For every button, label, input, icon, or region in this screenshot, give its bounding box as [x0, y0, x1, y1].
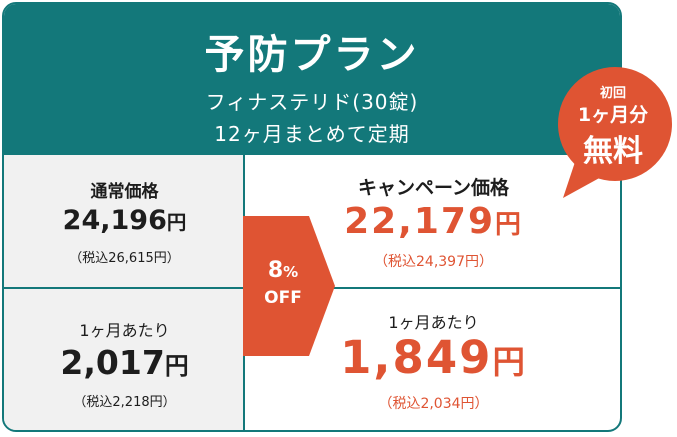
campaign-price-tax: （税込24,397円） [374, 254, 493, 270]
discount-percent: 8% [253, 258, 313, 283]
regular-price-tax: （税込26,615円） [69, 251, 180, 266]
regular-monthly-yen: 円 [164, 352, 189, 380]
campaign-monthly-label: 1ヶ月あたり [388, 313, 479, 332]
plan-header: 予防プラン フィナステリド(30錠) 12ヶ月まとめて定期 [4, 4, 620, 155]
regular-price: 24,196円 [4, 205, 245, 236]
campaign-price: 22,179円 [247, 201, 620, 242]
regular-monthly-cell: 1ヶ月あたり 2,017円 （税込2,218円） [4, 289, 245, 430]
regular-price-column [4, 155, 245, 430]
campaign-monthly-cell: 1ヶ月あたり 1,849円 （税込2,034円） [247, 289, 620, 430]
regular-price-value: 24,196 [62, 205, 167, 236]
regular-price-cell: 通常価格 24,196円 （税込26,615円） [4, 155, 245, 287]
campaign-price-yen: 円 [495, 210, 523, 240]
campaign-price-value: 22,179 [344, 201, 495, 242]
discount-value: 8 [267, 258, 284, 283]
regular-monthly-label: 1ヶ月あたり [79, 321, 170, 340]
campaign-price-cell: キャンペーン価格 22,179円 （税込24,397円） [247, 155, 620, 287]
regular-monthly-price: 2,017円 [4, 343, 245, 382]
free-first-month-bubble: 初回 1ヶ月分 無料 [553, 62, 673, 202]
plan-subtitle-product: フィナステリド(30錠) [205, 90, 419, 114]
bubble-free: 無料 [583, 134, 643, 169]
campaign-price-label: キャンペーン価格 [357, 177, 510, 199]
campaign-monthly-price-value: 1,849 [340, 331, 493, 384]
campaign-monthly-price: 1,849円 [247, 331, 620, 384]
plan-subtitle-term: 12ヶ月まとめて定期 [214, 122, 410, 146]
bubble-first-time: 初回 [599, 86, 626, 101]
discount-arrow-badge: 8% OFF [243, 216, 338, 356]
campaign-monthly-yen: 円 [492, 343, 527, 381]
regular-price-yen: 円 [166, 211, 187, 234]
plan-card: 予防プラン フィナステリド(30錠) 12ヶ月まとめて定期 通常価格 24,19… [2, 2, 622, 432]
plan-title: 予防プラン [204, 32, 420, 78]
discount-unit: % [283, 263, 299, 281]
arrow-shape [243, 216, 335, 356]
regular-monthly-price-value: 2,017 [60, 343, 165, 382]
regular-monthly-tax: （税込2,218円） [73, 395, 176, 410]
bubble-one-month: 1ヶ月分 [577, 104, 649, 126]
regular-price-label: 通常価格 [90, 182, 159, 202]
speech-bubble-shape [558, 67, 672, 198]
discount-off-label: OFF [264, 288, 302, 308]
campaign-monthly-tax: （税込2,034円） [378, 396, 489, 412]
